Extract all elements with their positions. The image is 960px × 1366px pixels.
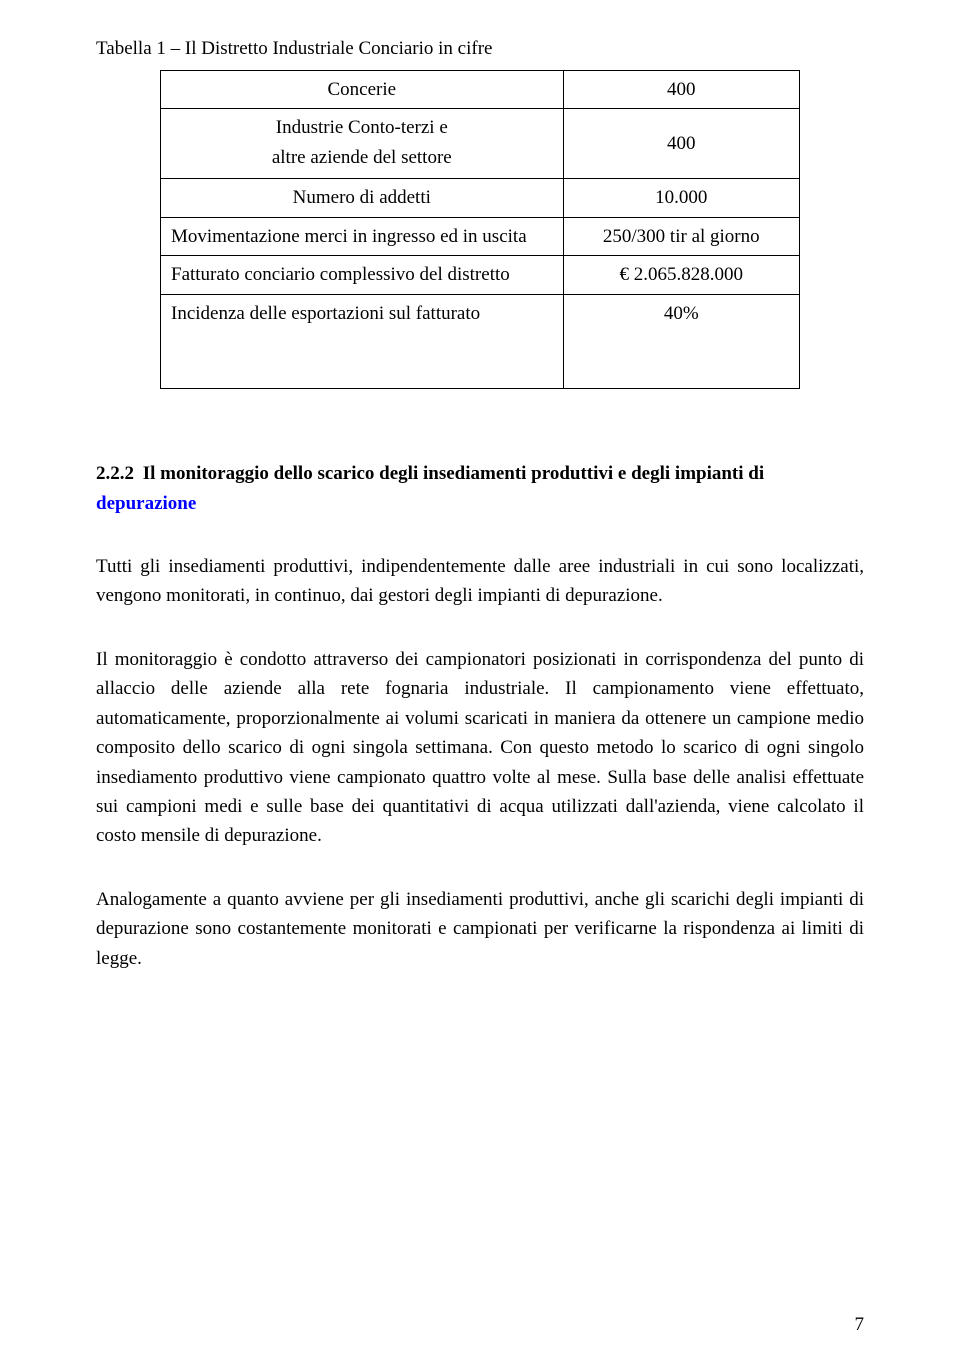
cell-value: 400 <box>563 71 799 109</box>
page-number: 7 <box>855 1314 865 1336</box>
paragraph: Tutti gli insediamenti produttivi, indip… <box>96 552 864 611</box>
table-row: Incidenza delle esportazioni sul fattura… <box>161 294 800 388</box>
cell-value: 400 <box>563 109 799 179</box>
cell-label: Industrie Conto-terzi e altre aziende de… <box>161 109 564 179</box>
subsection-heading: 2.2.2 Il monitoraggio dello scarico degl… <box>96 459 864 518</box>
cell-value: 250/300 tir al giorno <box>563 217 799 255</box>
table-row: Fatturato conciario complessivo del dist… <box>161 256 800 294</box>
cell-label-line2: altre aziende del settore <box>171 143 553 172</box>
paragraph: Il monitoraggio è condotto attraverso de… <box>96 645 864 851</box>
table-row: Concerie 400 <box>161 71 800 109</box>
subsection-title-line2: depurazione <box>96 493 196 514</box>
cell-label: Numero di addetti <box>161 179 564 217</box>
cell-label: Fatturato conciario complessivo del dist… <box>161 256 564 294</box>
cell-value: 40% <box>563 294 799 388</box>
data-table: Concerie 400 Industrie Conto-terzi e alt… <box>160 70 800 389</box>
cell-label: Concerie <box>161 71 564 109</box>
cell-value: 10.000 <box>563 179 799 217</box>
table-row: Numero di addetti 10.000 <box>161 179 800 217</box>
cell-value: € 2.065.828.000 <box>563 256 799 294</box>
subsection-title-line1: Il monitoraggio dello scarico degli inse… <box>143 463 764 484</box>
cell-label: Incidenza delle esportazioni sul fattura… <box>161 294 564 388</box>
table-row: Industrie Conto-terzi e altre aziende de… <box>161 109 800 179</box>
subsection-number: 2.2.2 <box>96 463 134 484</box>
paragraph: Analogamente a quanto avviene per gli in… <box>96 885 864 973</box>
cell-label-line1: Industrie Conto-terzi e <box>171 113 553 142</box>
table-caption: Tabella 1 – Il Distretto Industriale Con… <box>96 38 864 60</box>
table-row: Movimentazione merci in ingresso ed in u… <box>161 217 800 255</box>
cell-label: Movimentazione merci in ingresso ed in u… <box>161 217 564 255</box>
